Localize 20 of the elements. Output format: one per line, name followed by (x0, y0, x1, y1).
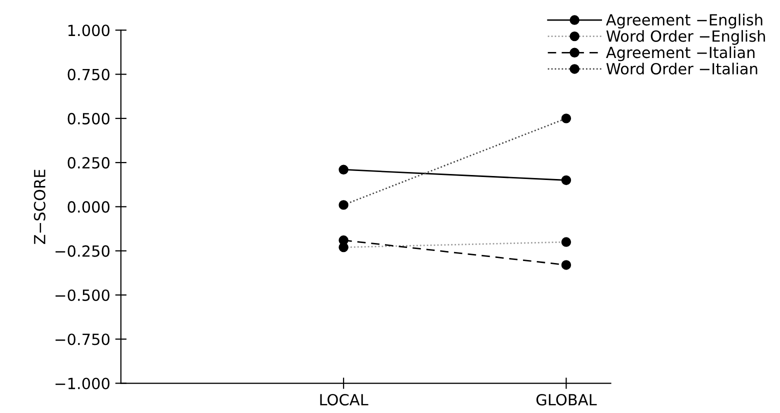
point (561, 175, 572, 186)
x-tick-label: GLOBAL (536, 394, 597, 406)
y-tick-label: −1.000 (56, 378, 110, 390)
x-tick-label: LOCAL (320, 394, 368, 406)
y-tick-label: 0.500 (68, 112, 110, 124)
point (338, 235, 348, 246)
legend-label: Word Order −English (606, 30, 765, 45)
y-tick-label: 0.250 (68, 157, 110, 169)
y-tick-label: 1.000 (68, 24, 110, 36)
legend-label: Word Order −Italian (606, 62, 758, 75)
legend-label: Agreement −Italian (606, 46, 754, 62)
y-tick-label: −0.250 (56, 245, 110, 257)
point (561, 260, 572, 270)
legend-label: Agreement −English (606, 14, 762, 29)
y-tick-label: 0.000 (68, 201, 110, 213)
y-tick-label: −0.750 (56, 334, 110, 346)
y-axis-title: Z−SCORE (34, 170, 46, 244)
y-tick-label: −0.500 (56, 289, 110, 302)
y-tick-label: 0.750 (68, 68, 110, 80)
point (338, 164, 348, 174)
